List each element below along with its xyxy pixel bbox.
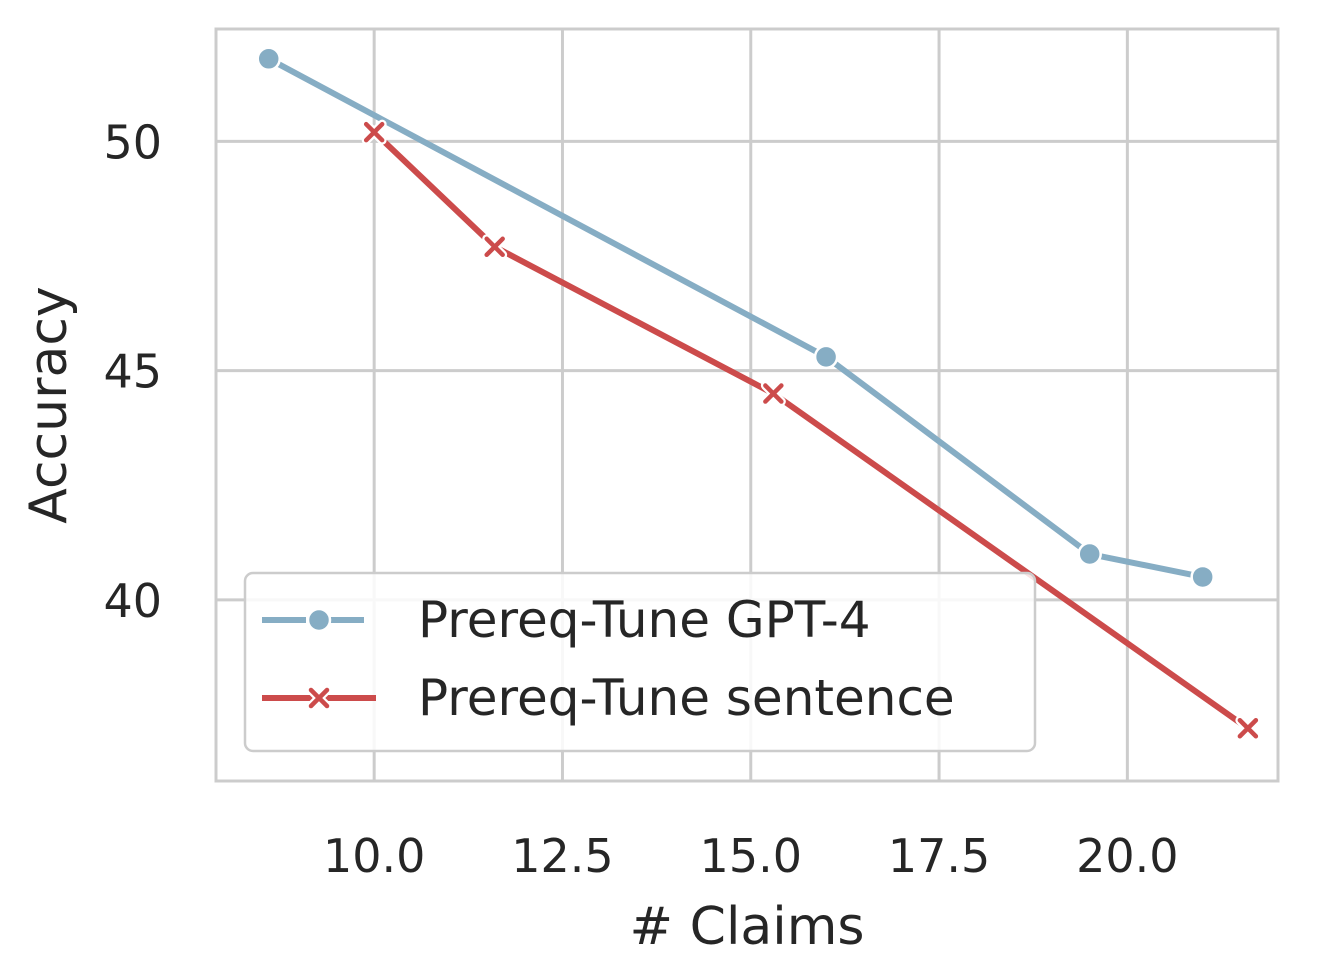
x-axis-label: # Claims bbox=[630, 897, 865, 957]
y-tick-labels: 40 45 50 bbox=[103, 115, 162, 628]
x-tick-label: 20.0 bbox=[1076, 829, 1178, 883]
x-tick-label: 17.5 bbox=[888, 829, 990, 883]
legend-label: Prereq-Tune sentence bbox=[418, 669, 955, 727]
data-point bbox=[813, 344, 839, 370]
x-tick-label: 12.5 bbox=[511, 829, 613, 883]
legend-marker bbox=[306, 607, 332, 633]
x-tick-label: 10.0 bbox=[323, 829, 425, 883]
x-tick-label: 15.0 bbox=[700, 829, 802, 883]
legend-label: Prereq-Tune GPT-4 bbox=[418, 591, 871, 649]
y-tick-label: 40 bbox=[103, 574, 162, 628]
legend-box bbox=[243, 571, 1037, 753]
series-0 bbox=[256, 46, 1215, 590]
data-point bbox=[1190, 564, 1215, 590]
y-tick-label: 45 bbox=[103, 345, 162, 399]
series-1 bbox=[361, 119, 1261, 741]
data-point bbox=[361, 119, 387, 145]
data-point bbox=[256, 46, 281, 72]
legend: Prereq-Tune GPT-4 Prereq-Tune sentence bbox=[243, 571, 1037, 753]
legend-marker bbox=[306, 685, 332, 711]
data-point bbox=[1235, 715, 1261, 741]
series-line bbox=[265, 55, 1206, 580]
legend-entry: Prereq-Tune GPT-4 bbox=[262, 591, 871, 649]
series-layer bbox=[256, 46, 1261, 741]
y-axis-label: Accuracy bbox=[19, 286, 79, 523]
data-point bbox=[482, 234, 508, 260]
legend-entry: Prereq-Tune sentence bbox=[262, 669, 955, 727]
y-tick-label: 50 bbox=[103, 115, 162, 169]
x-tick-labels: 10.0 12.5 15.0 17.5 20.0 bbox=[323, 829, 1179, 883]
data-point bbox=[760, 381, 786, 407]
data-point bbox=[1077, 541, 1102, 567]
series-line bbox=[371, 129, 1251, 732]
